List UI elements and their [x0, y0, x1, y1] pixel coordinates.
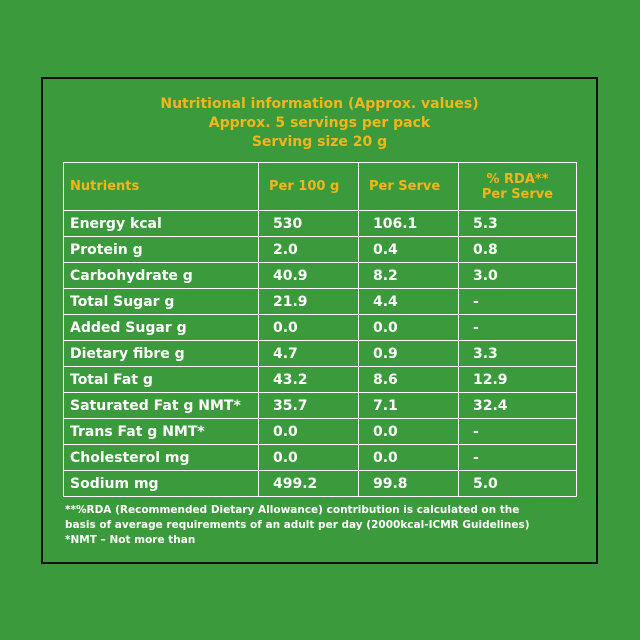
footnote: **%RDA (Recommended Dietary Allowance) c…: [65, 503, 584, 548]
per-serve-value: 4.4: [358, 288, 459, 315]
nutrition-table: Nutrients Per 100 g Per Serve % RDA** Pe…: [63, 162, 577, 497]
table-row: Total Sugar g 21.9 4.4-: [63, 288, 577, 315]
nutrient-name: Total Sugar g: [63, 288, 259, 315]
per-serve-value: 106.1: [358, 210, 459, 237]
per-serve-value: 0.4: [358, 236, 459, 263]
table-row: Trans Fat g NMT* 0.0 0.0-: [63, 418, 577, 445]
header-rda-line2: Per Serve: [481, 186, 554, 202]
per-100g-value: 4.7: [258, 340, 359, 367]
rda-value: 12.9: [458, 366, 577, 393]
heading-servings: Approx. 5 servings per pack: [208, 115, 431, 131]
per-100g-value: 43.2: [258, 366, 359, 393]
table-row: Dietary fibre g 4.7 0.9 3.3: [63, 340, 577, 367]
nutrition-panel: Nutritional information (Approx. values)…: [41, 77, 598, 564]
rda-value: 5.0: [458, 470, 577, 497]
rda-value: -: [458, 288, 577, 315]
per-serve-value: 8.6: [358, 366, 459, 393]
nutrient-name: Sodium mg: [63, 470, 259, 497]
rda-value: 3.3: [458, 340, 577, 367]
header-per-serve: Per Serve: [358, 162, 459, 211]
table-row: Energy kcal 530 106.1 5.3: [63, 210, 577, 237]
per-serve-value: 8.2: [358, 262, 459, 289]
table-row: Added Sugar g 0.0 0.0-: [63, 314, 577, 341]
per-100g-value: 40.9: [258, 262, 359, 289]
heading-serving-size: Serving size 20 g: [251, 134, 388, 150]
per-100g-value: 35.7: [258, 392, 359, 419]
nutrient-name: Cholesterol mg: [63, 444, 259, 471]
table-row: Carbohydrate g 40.9 8.2 3.0: [63, 262, 577, 289]
header-rda-line1: % RDA**: [486, 171, 549, 187]
header-nutrients: Nutrients: [63, 162, 259, 211]
per-serve-value: 99.8: [358, 470, 459, 497]
footnote-nmt: *NMT – Not more than: [65, 534, 196, 546]
nutrient-name: Energy kcal: [63, 210, 259, 237]
header-rda: % RDA** Per Serve: [458, 162, 577, 211]
table-row: Cholesterol mg 0.0 0.0-: [63, 444, 577, 471]
per-100g-value: 530: [258, 210, 359, 237]
footnote-rda-line1: **%RDA (Recommended Dietary Allowance) c…: [65, 504, 520, 516]
per-serve-value: 0.9: [358, 340, 459, 367]
rda-value: 3.0: [458, 262, 577, 289]
nutrient-name: Protein g: [63, 236, 259, 263]
nutrition-heading: Nutritional information (Approx. values)…: [43, 95, 596, 152]
rda-value: -: [458, 418, 577, 445]
heading-title: Nutritional information (Approx. values): [160, 96, 479, 112]
per-100g-value: 0.0: [258, 314, 359, 341]
per-serve-value: 0.0: [358, 314, 459, 341]
table-row: Sodium mg 499.2 99.8 5.0: [63, 470, 577, 497]
table-row: Saturated Fat g NMT* 35.7 7.1 32.4: [63, 392, 577, 419]
per-100g-value: 499.2: [258, 470, 359, 497]
nutrient-name: Added Sugar g: [63, 314, 259, 341]
rda-value: -: [458, 314, 577, 341]
table-header-row: Nutrients Per 100 g Per Serve % RDA** Pe…: [63, 162, 577, 211]
rda-value: 0.8: [458, 236, 577, 263]
per-serve-value: 0.0: [358, 444, 459, 471]
per-100g-value: 2.0: [258, 236, 359, 263]
table-row: Protein g 2.0 0.4 0.8: [63, 236, 577, 263]
per-serve-value: 7.1: [358, 392, 459, 419]
per-100g-value: 21.9: [258, 288, 359, 315]
nutrient-name: Dietary fibre g: [63, 340, 259, 367]
table-row: Total Fat g 43.2 8.6 12.9: [63, 366, 577, 393]
rda-value: 32.4: [458, 392, 577, 419]
footnote-rda-line2: basis of average requirements of an adul…: [65, 519, 530, 531]
rda-value: -: [458, 444, 577, 471]
nutrient-name: Carbohydrate g: [63, 262, 259, 289]
per-100g-value: 0.0: [258, 444, 359, 471]
nutrient-name: Saturated Fat g NMT*: [63, 392, 259, 419]
per-100g-value: 0.0: [258, 418, 359, 445]
nutrient-name: Total Fat g: [63, 366, 259, 393]
rda-value: 5.3: [458, 210, 577, 237]
header-per-100g: Per 100 g: [258, 162, 359, 211]
nutrient-name: Trans Fat g NMT*: [63, 418, 259, 445]
per-serve-value: 0.0: [358, 418, 459, 445]
